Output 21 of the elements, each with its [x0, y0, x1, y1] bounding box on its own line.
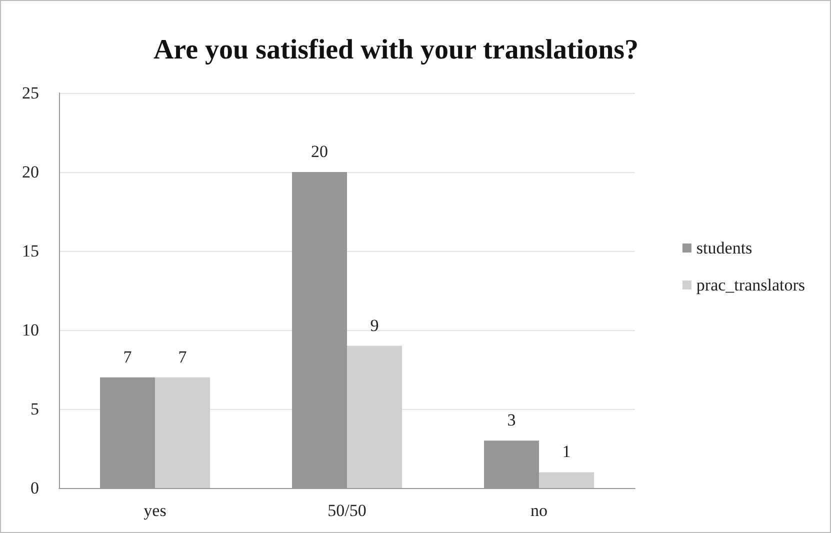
- x-tick-label: 50/50: [328, 501, 366, 520]
- y-tick-label: 20: [22, 162, 39, 182]
- data-label: 1: [562, 442, 571, 462]
- y-tick-label: 25: [22, 84, 39, 102]
- y-tick-label: 10: [22, 320, 39, 340]
- y-tick-label: 15: [22, 242, 39, 260]
- data-label: 7: [123, 347, 132, 366]
- x-tick-label: yes: [144, 501, 166, 520]
- y-tick-label: 0: [30, 478, 39, 498]
- x-tick-label: no: [530, 501, 548, 520]
- legend-label: prac_translators: [696, 276, 806, 294]
- data-label: 7: [178, 347, 188, 366]
- bar: [347, 346, 402, 488]
- data-label: 9: [370, 316, 379, 335]
- chart-title: Are you satisfied with your translations?: [153, 34, 639, 66]
- data-label: 3: [507, 410, 516, 430]
- data-label: 20: [311, 142, 328, 161]
- bar: [155, 377, 210, 488]
- legend-label: students: [696, 238, 752, 258]
- bar: [539, 472, 594, 488]
- y-tick-label: 5: [30, 400, 39, 418]
